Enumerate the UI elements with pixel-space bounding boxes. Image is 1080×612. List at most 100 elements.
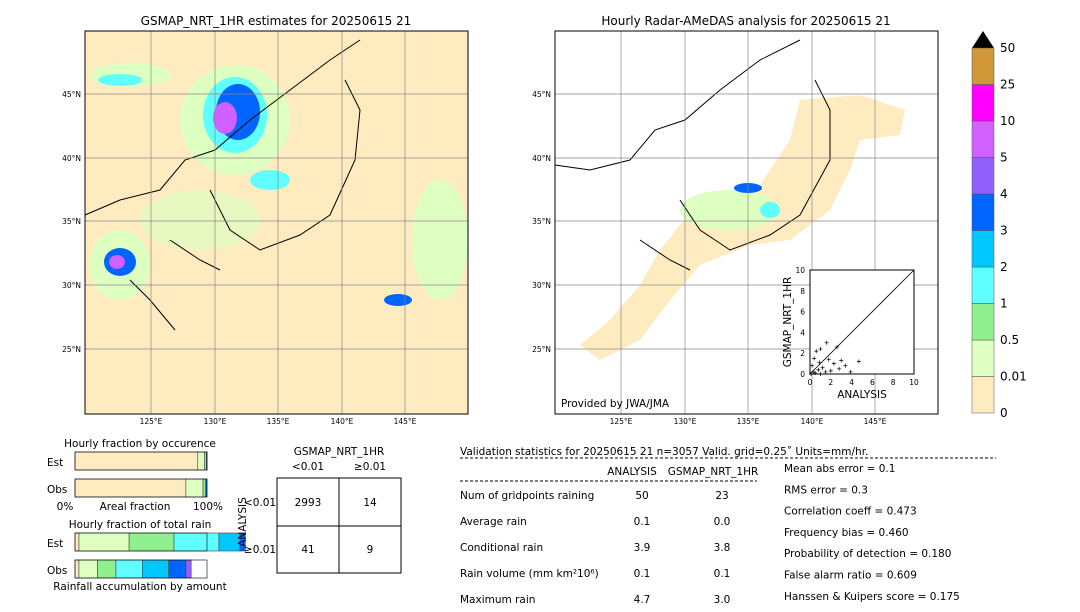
score-line: False alarm ratio = 0.609	[784, 570, 917, 582]
occurrence-fraction-chart: Hourly fraction by occurence Est Obs 0% …	[47, 438, 223, 513]
fraction-bar-segment	[202, 478, 206, 498]
scatter-point	[818, 347, 823, 352]
fraction-bar-segment	[78, 532, 130, 552]
scatter-xlabel: ANALYSIS	[837, 389, 887, 401]
validation-statistics: Validation statistics for 20250615 21 n=…	[460, 446, 996, 606]
fraction-bar-segment	[197, 451, 205, 471]
row-label: ≥0.01	[244, 544, 276, 556]
lon-tick-label: 140°E	[331, 417, 354, 426]
scatter-point	[824, 340, 829, 345]
colorbar-label: 5	[1000, 151, 1008, 165]
lat-tick-label: 45°N	[532, 90, 551, 99]
fraction-bar-segment	[74, 451, 199, 471]
left-map: 125°E 130°E 135°E 140°E 145°E 45°N 40°N 35°N 30°…	[62, 30, 469, 426]
lon-tick-label: 135°E	[737, 417, 760, 426]
colorbar-label: 4	[1000, 187, 1008, 201]
stats-gsmap-value: 3.0	[714, 594, 731, 606]
scatter-point	[823, 369, 828, 374]
lon-tick-label: 130°E	[204, 417, 227, 426]
credit-text: Provided by JWA/JMA	[561, 398, 670, 410]
obs-label: Obs	[47, 565, 67, 577]
colorbar-extend-triangle	[972, 31, 994, 48]
stats-analysis-value: 0.1	[634, 568, 651, 580]
est-label: Est	[47, 538, 63, 550]
scatter-point	[809, 372, 814, 376]
scatter-y-tick: 0	[800, 370, 805, 379]
right-map-title: Hourly Radar-AMeDAS analysis for 2025061…	[601, 14, 890, 28]
fraction-bar-segment	[239, 532, 246, 552]
fraction-bar-segment	[74, 478, 187, 498]
lat-tick-label: 35°N	[62, 217, 81, 226]
colorbar-label: 10	[1000, 114, 1015, 128]
colorbar-label: 0	[1000, 406, 1008, 420]
lon-tick-label: 125°E	[140, 417, 163, 426]
lat-tick-label: 40°N	[62, 154, 81, 163]
scatter-x-tick: 0	[808, 378, 813, 387]
scatter-point	[828, 368, 833, 373]
scatter-x-tick: 2	[828, 378, 833, 387]
tick-100pct: 100%	[193, 501, 223, 513]
scatter-point	[810, 363, 815, 368]
fraction-bar-segment	[97, 559, 117, 579]
scatter-point	[817, 360, 822, 365]
fraction-bar-segment	[142, 559, 170, 579]
fraction-bar-segment	[74, 532, 80, 552]
bar-frame	[74, 478, 208, 498]
bar-frame	[74, 559, 208, 579]
scatter-point	[826, 357, 831, 362]
obs-label: Obs	[47, 484, 67, 496]
col-label: <0.01	[292, 461, 324, 473]
score-line: Correlation coeff = 0.473	[784, 506, 917, 518]
scatter-x-tick: 8	[891, 378, 896, 387]
colorbar-label: 1	[1000, 297, 1008, 311]
colorbar-segment	[971, 230, 995, 268]
rain-fraction-chart: Hourly fraction of total rain Est Obs Ra…	[47, 519, 246, 593]
score-line: Probability of detection = 0.180	[784, 548, 951, 560]
contingency-table: GSMAP_NRT_1HR <0.01 ≥0.01 ANALYSIS <0.01…	[237, 446, 402, 574]
lon-tick-label: 130°E	[674, 417, 697, 426]
stats-gsmap-value: 0.0	[714, 516, 731, 528]
colorbar-segment	[971, 266, 995, 304]
scatter-x-tick: 6	[870, 378, 875, 387]
fraction-bar-segment	[168, 559, 187, 579]
score-line: Hanssen & Kuipers score = 0.175	[784, 591, 960, 603]
cell: 9	[367, 544, 374, 556]
colorbar-label: 0.5	[1000, 333, 1019, 347]
row-label: <0.01	[244, 497, 276, 509]
score-line: Frequency bias = 0.460	[784, 527, 909, 539]
colorbar-label: 3	[1000, 224, 1008, 238]
lat-tick-label: 25°N	[532, 345, 551, 354]
colorbar-segment	[971, 339, 995, 377]
scatter-x-tick: 4	[849, 378, 854, 387]
scatter-point	[818, 372, 823, 376]
occurrence-title: Hourly fraction by occurence	[64, 438, 216, 450]
fraction-bar-segment	[185, 478, 204, 498]
scatter-point	[811, 369, 816, 374]
stats-gsmap-value: 3.8	[714, 542, 731, 554]
scatter-point	[843, 363, 848, 368]
score-line: RMS error = 0.3	[784, 484, 868, 496]
scatter-point	[812, 356, 817, 361]
colorbar-segment	[971, 303, 995, 341]
fraction-bar-segment	[78, 559, 98, 579]
colorbar-segment	[971, 376, 995, 414]
lat-tick-label: 40°N	[532, 154, 551, 163]
col-header-gsmap: GSMAP_NRT_1HR	[668, 466, 759, 478]
lat-tick-label: 30°N	[62, 281, 81, 290]
scatter-point	[816, 367, 821, 372]
scatter-point	[837, 366, 842, 371]
scatter-y-tick: 6	[800, 308, 805, 317]
lon-tick-label: 125°E	[610, 417, 633, 426]
scatter-point	[839, 358, 844, 363]
lon-tick-label: 145°E	[864, 417, 887, 426]
lat-tick-label: 45°N	[62, 90, 81, 99]
lon-tick-label: 135°E	[267, 417, 290, 426]
colorbar-segment	[971, 193, 995, 231]
cell: 14	[363, 497, 377, 509]
stats-row-label: Maximum rain	[460, 594, 535, 606]
lat-tick-label: 30°N	[532, 281, 551, 290]
cell: 41	[301, 544, 314, 556]
colorbar: 0 0.01 0.5 1 2 3 4 5 10 25 50	[971, 31, 1027, 420]
scatter-y-tick: 2	[800, 349, 805, 358]
